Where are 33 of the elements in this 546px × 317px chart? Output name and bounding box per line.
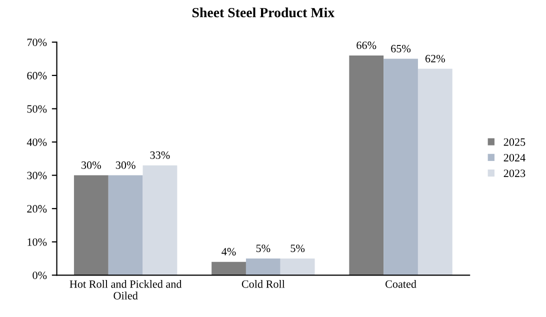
bar [108,175,143,276]
legend-label: 2023 [504,170,526,178]
data-label: 5% [290,244,305,252]
y-tick-label: 50% [27,105,47,113]
data-label: 4% [222,248,236,256]
y-tick-label: 60% [27,72,47,80]
legend-label: 2024 [504,154,526,162]
bar [418,68,452,276]
bar [246,258,280,276]
y-tick-label: 10% [28,238,47,246]
bar [74,175,108,276]
data-label: 65% [391,44,411,52]
data-label: 33% [150,151,170,159]
x-tick-label: Coated [385,280,416,288]
legend-label: 2025 [504,138,526,146]
data-label: 5% [256,244,270,252]
y-tick-label: 70% [27,38,47,46]
bar [349,55,384,276]
y-tick-label: 0% [32,272,47,280]
chart-title: Sheet Steel Product Mix [192,8,335,18]
x-tick-label: Cold Roll [242,280,285,288]
y-tick-label: 30% [27,172,47,180]
bar [384,58,418,276]
data-label: 62% [425,54,445,62]
bar [142,165,178,276]
data-label: 66% [356,42,376,50]
bar [212,262,246,276]
y-tick-label: 40% [26,138,47,146]
data-label: 30% [116,161,136,169]
x-tick-label: Hot Roll and Pickled and Oiled [70,280,182,300]
data-label: 30% [82,161,101,169]
bar [280,258,315,276]
y-tick-label: 20% [27,205,47,213]
